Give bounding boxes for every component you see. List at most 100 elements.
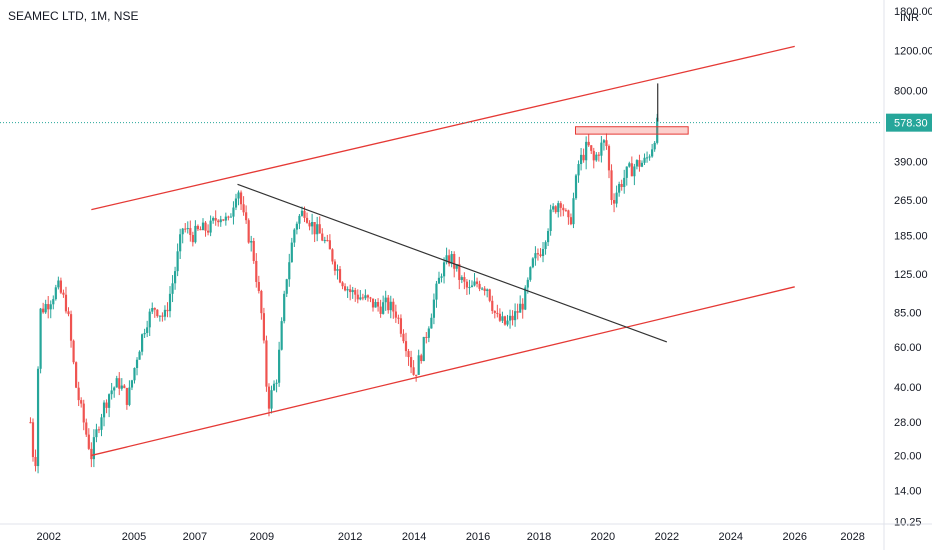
candle-body	[326, 240, 329, 242]
candle-body	[204, 222, 207, 231]
candle-body	[635, 160, 639, 167]
candle-body	[541, 249, 545, 257]
candle-body	[567, 210, 570, 218]
candle-body	[481, 288, 484, 290]
candle-body	[577, 164, 580, 176]
candle-body	[397, 317, 400, 319]
candle-body	[336, 269, 339, 271]
candle-body	[181, 228, 184, 235]
candle-body	[465, 281, 468, 288]
candle-body	[163, 309, 167, 317]
candle-body	[257, 281, 260, 291]
candle-body	[29, 422, 32, 424]
candle-body	[516, 311, 519, 313]
candle-body	[468, 287, 471, 289]
candle-body	[524, 287, 527, 310]
candle-body	[196, 225, 200, 230]
candle-body	[475, 281, 479, 284]
candle-body	[272, 383, 276, 391]
candle-body	[108, 394, 111, 408]
candle-body	[557, 203, 560, 213]
candle-body	[628, 163, 631, 167]
candle-body	[427, 328, 430, 338]
candle-body	[544, 242, 547, 250]
price-axis[interactable]: 1800.00 1200.00 800.00 578.30 390.00 265.00 18…	[883, 0, 932, 550]
candle-body	[597, 154, 600, 156]
candle-body	[625, 166, 628, 178]
candle-body	[409, 357, 413, 368]
candle-body	[359, 297, 362, 300]
candle-body	[488, 289, 491, 301]
candle-body	[356, 294, 359, 300]
candle-body	[508, 315, 512, 321]
candle-body	[572, 198, 575, 225]
candle-body	[52, 299, 55, 305]
candle-body	[153, 308, 156, 310]
candle-body	[341, 282, 344, 287]
candle-body	[82, 403, 85, 423]
candle-body	[496, 312, 499, 314]
candle-body	[539, 254, 542, 257]
candle-body	[311, 222, 314, 227]
candle-body	[212, 217, 215, 221]
candle-body	[265, 340, 268, 387]
candle-body	[371, 298, 375, 308]
candles-layer	[29, 113, 659, 474]
price-tick-label: 85.00	[894, 307, 922, 319]
price-tick-label: 40.00	[894, 382, 922, 394]
candle-body	[171, 283, 174, 294]
candle-body	[514, 311, 517, 321]
candle-body	[227, 216, 230, 218]
candle-body	[232, 207, 235, 217]
candle-body	[280, 321, 283, 350]
candle-body	[503, 316, 507, 325]
candle-body	[300, 210, 304, 216]
candle-body	[224, 216, 227, 221]
candle-body	[161, 315, 164, 317]
candle-body	[399, 318, 403, 334]
candle-body	[559, 203, 562, 208]
chart-title: SEAMEC LTD, 1M, NSE	[8, 9, 138, 23]
candle-body	[87, 434, 90, 449]
candle-body	[217, 220, 220, 223]
candle-body	[645, 157, 649, 159]
candle-body	[648, 156, 651, 158]
candle-body	[554, 206, 557, 213]
candle-body	[582, 154, 585, 161]
candle-body	[435, 283, 438, 300]
price-tick-label: 60.00	[894, 342, 922, 354]
time-tick-label: 2024	[719, 531, 743, 543]
time-tick-label: 2012	[338, 531, 362, 543]
candle-body	[633, 166, 636, 177]
candle-body	[148, 311, 151, 328]
candle-body	[316, 224, 319, 235]
candle-body	[303, 210, 306, 218]
candle-body	[234, 198, 238, 208]
candle-body	[275, 382, 278, 384]
candle-body	[67, 311, 70, 315]
candle-body	[239, 192, 243, 205]
candle-body	[36, 368, 40, 467]
candle-body	[120, 385, 123, 389]
candle-body	[618, 183, 621, 193]
candle-body	[346, 289, 349, 291]
candle-body	[168, 293, 172, 312]
candle-body	[656, 117, 659, 143]
candle-body	[313, 222, 316, 235]
candle-body	[54, 287, 57, 300]
time-tick-label: 2002	[36, 531, 60, 543]
candle-body	[237, 192, 240, 199]
resistance-zone	[575, 126, 689, 135]
candle-body	[209, 220, 212, 233]
last-price-badge	[886, 113, 932, 132]
candle-body	[404, 341, 408, 352]
candle-body	[278, 349, 281, 383]
candle-body	[95, 429, 98, 438]
candle-body	[531, 258, 534, 268]
candle-body	[587, 141, 590, 146]
candle-body	[206, 230, 210, 233]
time-axis[interactable]: 2002 2005 2007 2009 2012 2014 2016 2018 2020 2022…	[0, 523, 932, 543]
candle-body	[473, 281, 476, 286]
candle-body	[69, 314, 73, 341]
